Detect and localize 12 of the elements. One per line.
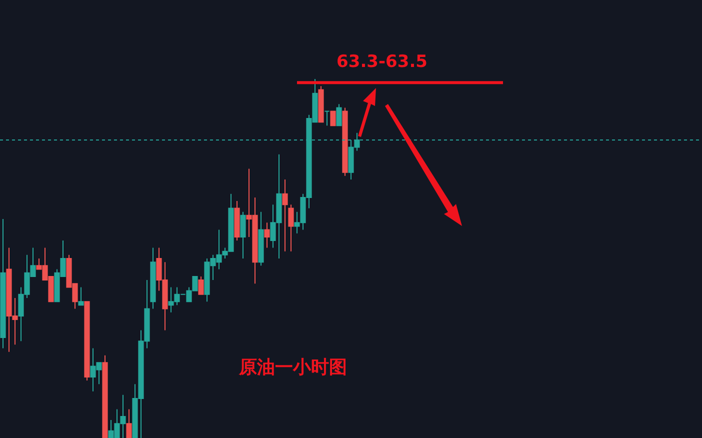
- candlestick: [78, 286, 84, 306]
- candlestick: [288, 204, 294, 252]
- text: 63.3-63.5: [336, 52, 428, 72]
- candlestick: [264, 222, 270, 248]
- candlestick: [198, 276, 204, 295]
- candlestick: [282, 179, 288, 252]
- candlestick: [336, 104, 342, 126]
- candlestick: [324, 110, 330, 126]
- annotation: 原油一小时图: [238, 357, 347, 378]
- candlestick: [330, 110, 336, 126]
- candlestick: [126, 408, 132, 438]
- candlestick: [240, 211, 246, 259]
